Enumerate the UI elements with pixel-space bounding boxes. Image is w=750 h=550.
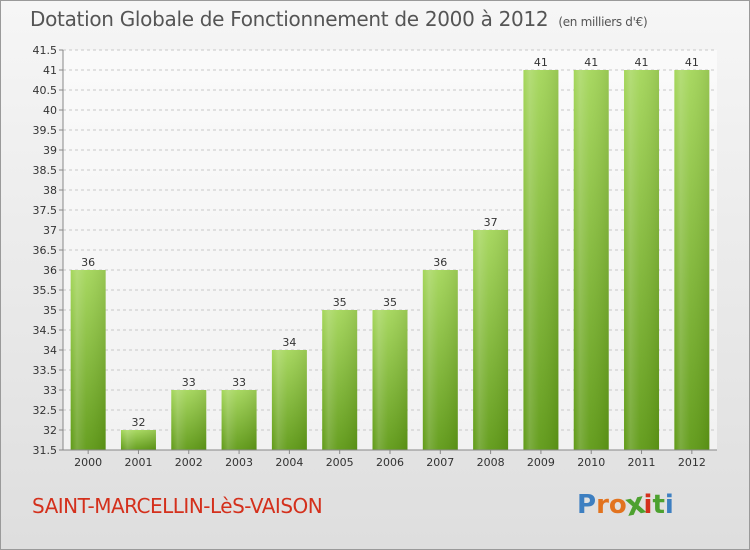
bar-shine: [171, 390, 207, 450]
bar-shine: [271, 350, 307, 450]
y-tick-label: 38: [43, 184, 57, 197]
bars: 36 32 33 33 34 35 35 36 37 41 41 41 41: [70, 56, 710, 450]
x-tick-label: 2010: [577, 456, 605, 469]
x-tick-label: 2003: [225, 456, 253, 469]
y-axis: 31.5 32 32.5 33 33.5 34 34.5 35 35.5 36 36.5 37 37.5…: [33, 44, 64, 457]
x-axis: 2000 2001 2002 2003 2004 2005 2006 2007 2008 2009…: [63, 449, 717, 469]
bar-shine: [523, 70, 559, 450]
commune-name: SAINT-MARCELLIN-LèS-VAISON: [32, 494, 323, 518]
data-label: 36: [433, 256, 447, 269]
data-label: 41: [635, 56, 649, 69]
x-tick-label: 2006: [376, 456, 404, 469]
y-tick-label: 37: [43, 224, 57, 237]
y-tick-label: 31.5: [33, 444, 58, 457]
y-tick-label: 36.5: [33, 244, 58, 257]
x-tick-label: 2002: [175, 456, 203, 469]
data-label: 35: [333, 296, 347, 309]
x-tick-label: 2008: [477, 456, 505, 469]
bar-shine: [573, 70, 609, 450]
y-tick-label: 40.5: [33, 84, 58, 97]
data-label: 41: [685, 56, 699, 69]
y-tick-label: 33.5: [33, 364, 58, 377]
data-label: 34: [282, 336, 296, 349]
y-tick-label: 41.5: [33, 44, 58, 57]
y-tick-label: 39.5: [33, 124, 58, 137]
title-text: Dotation Globale de Fonctionnement de 20…: [30, 7, 549, 31]
bar-shine: [372, 310, 408, 450]
bar-shine: [120, 430, 156, 450]
data-label: 41: [584, 56, 598, 69]
data-label: 35: [383, 296, 397, 309]
logo-letter: P: [577, 490, 597, 520]
bar-shine: [70, 270, 106, 450]
subtitle-text: (en milliers d'€): [558, 15, 648, 29]
y-tick-label: 36: [43, 264, 57, 277]
proxiti-logo[interactable]: Proxiti: [577, 486, 674, 524]
bar-shine: [322, 310, 358, 450]
logo-letter: t: [652, 490, 665, 520]
data-label: 41: [534, 56, 548, 69]
logo-letter: i: [664, 490, 674, 520]
bar-shine: [473, 230, 509, 450]
x-tick-label: 2000: [74, 456, 102, 469]
x-tick-label: 2007: [426, 456, 454, 469]
y-tick-label: 34.5: [33, 324, 58, 337]
y-tick-label: 32: [43, 424, 57, 437]
data-label: 36: [81, 256, 95, 269]
x-tick-label: 2001: [124, 456, 152, 469]
data-label: 37: [484, 216, 498, 229]
chart-title: Dotation Globale de Fonctionnement de 20…: [30, 7, 648, 31]
logo-letter: o: [608, 490, 627, 520]
y-tick-label: 41: [43, 64, 57, 77]
y-tick-label: 35: [43, 304, 57, 317]
y-tick-label: 34: [43, 344, 57, 357]
y-tick-label: 39: [43, 144, 57, 157]
bar-shine: [221, 390, 257, 450]
data-label: 33: [182, 376, 196, 389]
y-tick-label: 38.5: [33, 164, 58, 177]
y-tick-label: 33: [43, 384, 57, 397]
y-tick-label: 37.5: [33, 204, 58, 217]
x-tick-label: 2012: [678, 456, 706, 469]
logo-letter: i: [643, 490, 653, 520]
bar-shine: [624, 70, 660, 450]
y-tick-label: 35.5: [33, 284, 58, 297]
y-tick-label: 40: [43, 104, 57, 117]
bar-shine: [674, 70, 710, 450]
data-label: 33: [232, 376, 246, 389]
logo-letter: r: [596, 490, 609, 520]
x-tick-label: 2004: [275, 456, 303, 469]
x-tick-label: 2009: [527, 456, 555, 469]
data-label: 32: [131, 416, 145, 429]
x-tick-label: 2011: [628, 456, 656, 469]
x-tick-label: 2005: [326, 456, 354, 469]
y-tick-label: 32.5: [33, 404, 58, 417]
bar-shine: [422, 270, 458, 450]
